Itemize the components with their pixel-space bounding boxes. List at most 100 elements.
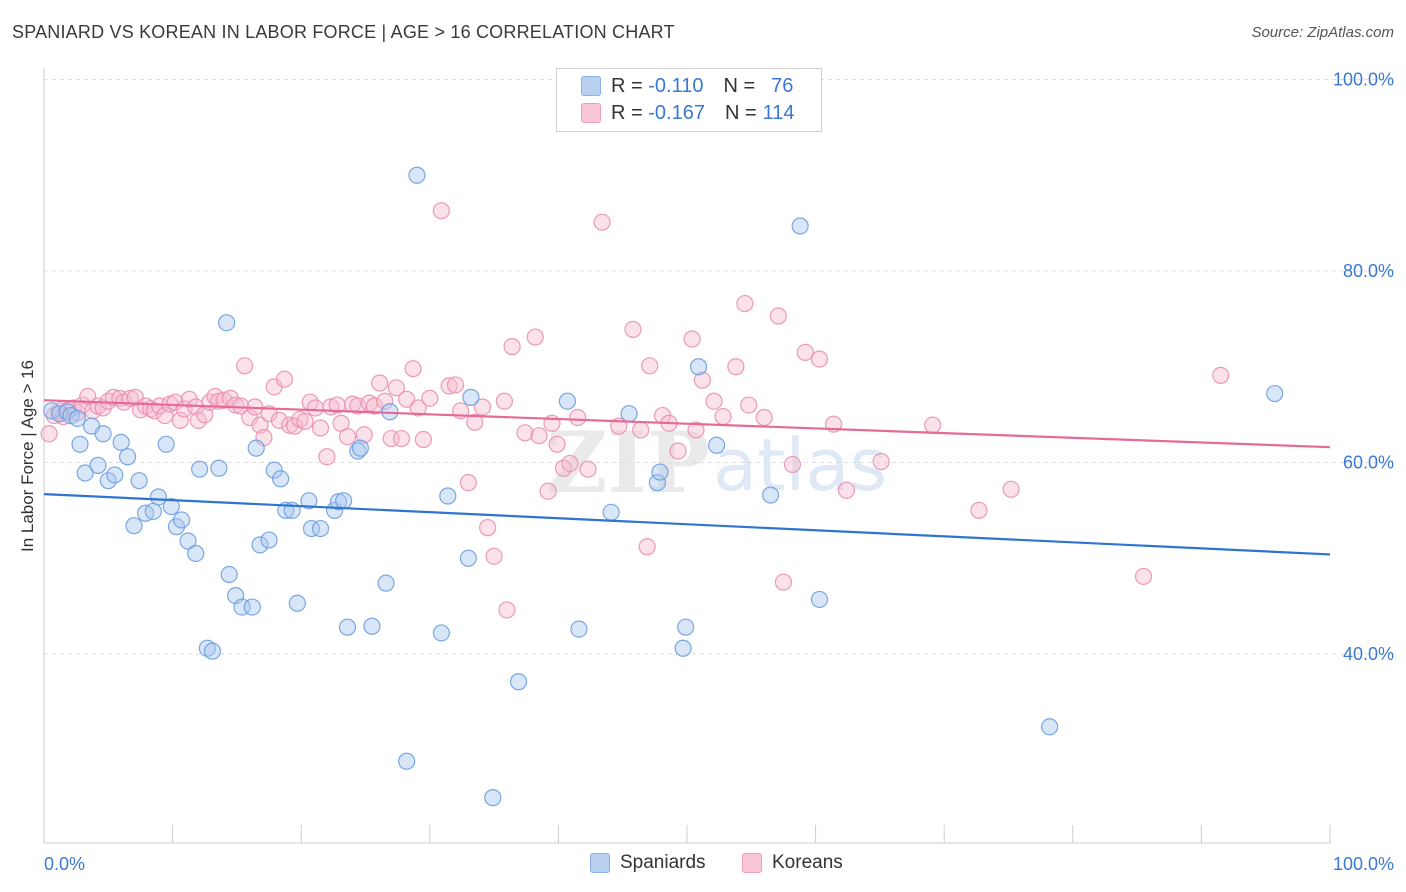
korean-point-51 xyxy=(296,412,314,430)
korean-point-21 xyxy=(145,402,164,420)
korean-point-62 xyxy=(355,426,373,444)
spaniards-swatch xyxy=(590,853,610,873)
spaniard-point-14 xyxy=(125,517,143,535)
spaniard-point-33 xyxy=(243,598,261,616)
spaniards-trend-line xyxy=(43,492,1331,556)
spaniard-point-36 xyxy=(260,531,278,549)
spaniard-point-43 xyxy=(302,519,321,538)
korean-point-89 xyxy=(530,427,548,445)
spaniard-point-27 xyxy=(203,642,222,660)
korean-point-77 xyxy=(446,376,465,394)
legend-item-koreans[interactable]: Koreans xyxy=(742,852,843,874)
korean-point-123 xyxy=(924,416,942,434)
korean-point-53 xyxy=(306,399,324,417)
spaniard-point-28 xyxy=(210,459,228,477)
korean-point-113 xyxy=(740,396,758,414)
korean-point-68 xyxy=(387,379,405,397)
spaniard-point-9 xyxy=(94,425,112,443)
legend-row-spaniards: R = -0.110 N = 76 xyxy=(581,73,793,99)
spaniard-point-48 xyxy=(338,618,357,636)
koreans-swatch xyxy=(581,103,601,123)
korean-point-81 xyxy=(473,398,492,416)
spaniard-point-44 xyxy=(311,519,330,538)
x-tick-label-right: 100.0% xyxy=(1333,854,1394,874)
korean-point-39 xyxy=(236,357,254,375)
spaniard-point-71 xyxy=(707,436,726,454)
spaniard-point-73 xyxy=(791,217,809,235)
spaniard-point-54 xyxy=(398,752,416,770)
korean-point-126 xyxy=(1134,567,1153,586)
y-tick-label-60: 60.0% xyxy=(1343,453,1394,473)
spaniard-point-76 xyxy=(1266,384,1284,403)
korean-point-122 xyxy=(872,452,890,471)
spaniard-point-8 xyxy=(89,456,107,474)
spaniard-point-50 xyxy=(351,439,369,457)
korean-point-71 xyxy=(404,360,422,378)
legend-r-value: -0.167 xyxy=(648,101,705,124)
spaniard-point-74 xyxy=(810,590,829,609)
korean-point-99 xyxy=(624,320,642,339)
korean-point-108 xyxy=(693,371,712,389)
legend-item-spaniards[interactable]: Spaniards xyxy=(590,852,706,874)
spaniard-point-29 xyxy=(218,314,236,332)
spaniard-point-65 xyxy=(620,405,638,423)
watermark-zip: ZIP xyxy=(546,413,710,512)
spaniard-point-52 xyxy=(377,574,395,592)
korean-point-97 xyxy=(593,213,611,231)
korean-point-121 xyxy=(837,481,856,499)
spaniard-point-35 xyxy=(251,536,269,554)
chart-source: Source: ZipAtlas.com xyxy=(1251,24,1394,41)
korean-point-94 xyxy=(561,454,579,473)
korean-point-95 xyxy=(569,408,587,427)
legend-n-label: N = xyxy=(724,101,757,124)
koreans-swatch xyxy=(742,853,762,873)
korean-point-102 xyxy=(641,357,659,375)
korean-point-116 xyxy=(774,573,793,591)
korean-point-119 xyxy=(810,350,829,368)
spaniard-point-26 xyxy=(198,639,216,657)
korean-point-114 xyxy=(755,408,773,427)
spaniard-point-4 xyxy=(68,409,87,428)
koreans-trend-line xyxy=(43,399,1331,449)
korean-point-66 xyxy=(376,392,394,410)
korean-point-82 xyxy=(479,519,497,537)
spaniard-point-18 xyxy=(149,488,168,506)
spaniard-point-51 xyxy=(363,617,381,635)
stats-legend: R = -0.110 N = 76 R = -0.167 N = 114 xyxy=(556,68,822,132)
series-legend: Spaniards Koreans xyxy=(0,852,1406,878)
korean-point-47 xyxy=(275,370,294,388)
korean-point-90 xyxy=(539,482,557,500)
korean-point-110 xyxy=(714,407,732,426)
spaniard-point-30 xyxy=(220,565,238,584)
spaniard-point-62 xyxy=(558,392,577,410)
korean-point-115 xyxy=(769,307,787,325)
spaniard-point-63 xyxy=(570,620,588,638)
korean-point-96 xyxy=(579,460,597,478)
korean-point-85 xyxy=(498,601,516,619)
spaniard-point-17 xyxy=(144,502,162,520)
korean-point-13 xyxy=(104,388,123,406)
korean-point-124 xyxy=(970,501,988,519)
spaniards-points xyxy=(43,166,1284,807)
spaniard-point-34 xyxy=(247,439,265,457)
spaniard-point-67 xyxy=(651,463,669,481)
spaniard-point-41 xyxy=(288,594,306,612)
y-tick-label-40: 40.0% xyxy=(1343,644,1394,664)
korean-point-79 xyxy=(459,474,477,492)
spaniard-point-22 xyxy=(173,511,191,529)
legend-n-label: N = xyxy=(723,74,756,97)
y-tick-label-80: 80.0% xyxy=(1343,261,1394,281)
spaniard-point-60 xyxy=(484,789,502,807)
korean-point-92 xyxy=(548,435,566,453)
korean-point-73 xyxy=(414,430,432,449)
spaniards-swatch xyxy=(581,76,601,96)
spaniard-point-37 xyxy=(265,461,283,479)
korean-point-111 xyxy=(727,358,745,376)
korean-point-118 xyxy=(796,343,814,361)
korean-point-109 xyxy=(705,392,723,410)
spaniard-point-68 xyxy=(674,639,692,657)
spaniard-point-19 xyxy=(157,435,175,453)
spaniard-point-11 xyxy=(106,466,124,484)
spaniard-point-72 xyxy=(761,486,780,504)
korean-point-105 xyxy=(669,442,687,460)
